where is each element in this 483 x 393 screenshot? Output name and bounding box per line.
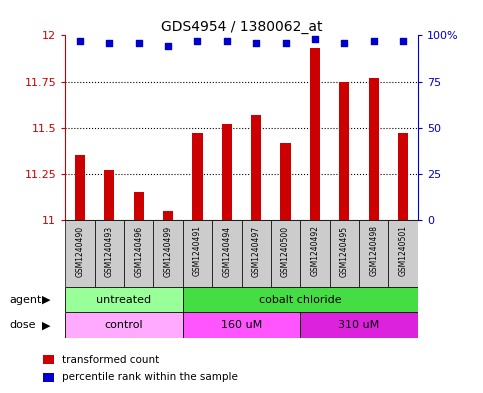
Point [252, 40, 260, 46]
Bar [310, 48, 320, 220]
Bar [133, 192, 144, 220]
Bar [369, 78, 379, 220]
Text: ▶: ▶ [42, 295, 50, 305]
FancyBboxPatch shape [359, 220, 388, 287]
Text: GSM1240500: GSM1240500 [281, 226, 290, 277]
FancyBboxPatch shape [183, 220, 212, 287]
Text: control: control [105, 320, 143, 330]
Text: GSM1240496: GSM1240496 [134, 226, 143, 277]
Text: percentile rank within the sample: percentile rank within the sample [62, 372, 238, 382]
FancyBboxPatch shape [124, 220, 154, 287]
Bar [281, 143, 291, 220]
Bar [339, 81, 350, 220]
Text: cobalt chloride: cobalt chloride [259, 295, 341, 305]
Text: agent: agent [10, 295, 42, 305]
Point [370, 38, 378, 44]
Bar [251, 115, 261, 220]
Point [341, 40, 348, 46]
FancyBboxPatch shape [154, 220, 183, 287]
Text: ▶: ▶ [42, 320, 50, 331]
Point [164, 43, 172, 50]
FancyBboxPatch shape [95, 220, 124, 287]
Text: GSM1240498: GSM1240498 [369, 226, 378, 276]
FancyBboxPatch shape [242, 220, 271, 287]
Text: 160 uM: 160 uM [221, 320, 262, 330]
FancyBboxPatch shape [271, 220, 300, 287]
Point [311, 36, 319, 42]
Point [223, 38, 231, 44]
Bar [104, 170, 114, 220]
Text: GSM1240490: GSM1240490 [75, 226, 85, 277]
Bar [192, 133, 202, 220]
FancyBboxPatch shape [300, 312, 418, 338]
Title: GDS4954 / 1380062_at: GDS4954 / 1380062_at [161, 20, 322, 34]
Bar [163, 211, 173, 220]
FancyBboxPatch shape [388, 220, 418, 287]
Bar [222, 124, 232, 220]
FancyBboxPatch shape [300, 220, 329, 287]
FancyBboxPatch shape [183, 312, 300, 338]
Bar [43, 373, 54, 382]
Text: transformed count: transformed count [62, 354, 159, 365]
Point [194, 38, 201, 44]
FancyBboxPatch shape [65, 287, 183, 312]
Bar [398, 133, 408, 220]
Point [105, 40, 113, 46]
Bar [75, 155, 85, 220]
FancyBboxPatch shape [65, 220, 95, 287]
Point [135, 40, 142, 46]
Point [399, 38, 407, 44]
Bar [43, 355, 54, 364]
FancyBboxPatch shape [183, 287, 418, 312]
Text: 310 uM: 310 uM [339, 320, 380, 330]
Point [76, 38, 84, 44]
Text: GSM1240492: GSM1240492 [311, 226, 319, 276]
Text: GSM1240493: GSM1240493 [105, 226, 114, 277]
FancyBboxPatch shape [329, 220, 359, 287]
Text: GSM1240501: GSM1240501 [398, 226, 408, 276]
Point [282, 40, 289, 46]
Text: GSM1240499: GSM1240499 [164, 226, 172, 277]
FancyBboxPatch shape [212, 220, 242, 287]
Text: dose: dose [10, 320, 36, 331]
Text: GSM1240491: GSM1240491 [193, 226, 202, 276]
Text: untreated: untreated [97, 295, 152, 305]
Text: GSM1240495: GSM1240495 [340, 226, 349, 277]
FancyBboxPatch shape [65, 312, 183, 338]
Text: GSM1240497: GSM1240497 [252, 226, 261, 277]
Text: GSM1240494: GSM1240494 [222, 226, 231, 277]
